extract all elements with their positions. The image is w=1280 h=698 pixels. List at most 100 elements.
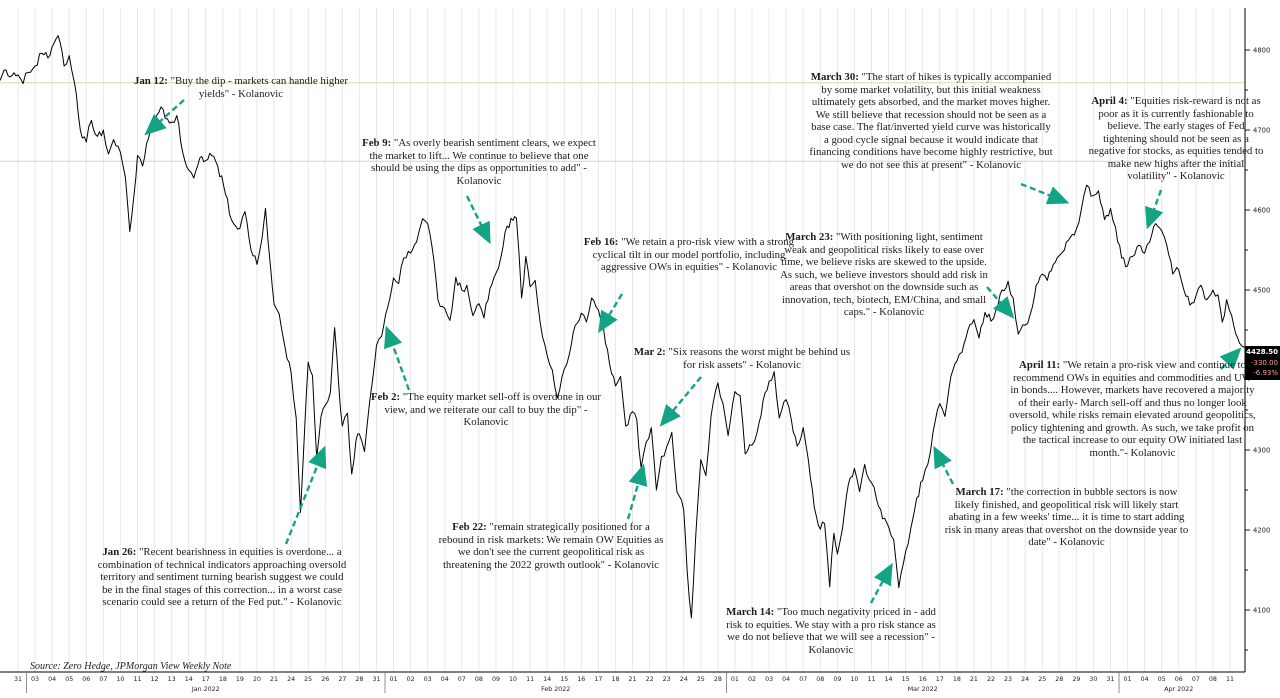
x-day-label: 09 (492, 676, 500, 683)
last-price-percent: -6.93% (1253, 369, 1278, 377)
x-day-label: 28 (714, 676, 722, 683)
x-day-label: 24 (1021, 676, 1029, 683)
y-tick-label: 4700 (1253, 126, 1270, 134)
x-day-label: 10 (850, 676, 858, 683)
x-day-label: 07 (799, 676, 807, 683)
x-day-label: 04 (48, 676, 56, 683)
x-day-label: 23 (663, 676, 671, 683)
last-price-label: 4428.50 -330.00 -6.93% (1245, 346, 1280, 380)
annotation-arrow-apr11 (1219, 347, 1242, 370)
x-day-label: 01 (1124, 676, 1132, 683)
x-day-label: 01 (731, 676, 739, 683)
x-day-label: 12 (151, 676, 159, 683)
x-day-label: 08 (1209, 676, 1217, 683)
x-day-label: 04 (1141, 676, 1149, 683)
annotation-arrow-apr4 (1145, 189, 1164, 230)
x-day-label: 04 (441, 676, 449, 683)
x-day-label: 19 (236, 676, 244, 683)
x-day-label: 05 (1158, 676, 1166, 683)
x-day-label: 15 (560, 676, 568, 683)
x-day-label: 23 (1004, 676, 1012, 683)
annotation-arrow-mar17 (933, 445, 955, 485)
x-day-label: 24 (680, 676, 688, 683)
annotation-arrow-feb2 (384, 325, 411, 391)
source-note: Source: Zero Hedge, JPMorgan View Weekly… (30, 661, 232, 672)
x-day-label: 29 (1072, 676, 1080, 683)
x-day-label: 06 (82, 676, 90, 683)
x-month-label: Feb 2022 (541, 686, 570, 693)
x-day-label: 10 (509, 676, 517, 683)
x-day-label: 11 (133, 676, 141, 683)
x-day-label: 03 (765, 676, 773, 683)
x-day-label: 02 (407, 676, 415, 683)
last-price-value: 4428.50 (1246, 348, 1278, 356)
x-day-label: 02 (748, 676, 756, 683)
annotation-arrow-jan12 (144, 99, 185, 136)
x-day-label: 17 (202, 676, 210, 683)
y-tick-label: 4200 (1253, 526, 1270, 534)
x-day-label: 15 (902, 676, 910, 683)
x-day-label: 05 (65, 676, 73, 683)
x-day-label: 31 (372, 676, 380, 683)
x-day-label: 16 (577, 676, 585, 683)
price-line (0, 35, 1244, 619)
x-day-label: 17 (594, 676, 602, 683)
last-price-change: -330.00 (1250, 358, 1278, 367)
x-day-label: 17 (936, 676, 944, 683)
x-day-label: 10 (116, 676, 124, 683)
x-day-label: 18 (953, 676, 961, 683)
annotation-arrow-mar2 (659, 376, 702, 427)
x-day-label: 31 (1106, 676, 1114, 683)
y-tick-label: 4800 (1253, 46, 1270, 54)
x-day-label: 06 (1175, 676, 1183, 683)
x-month-label: Apr 2022 (1164, 686, 1193, 693)
x-day-label: 14 (885, 676, 893, 683)
x-day-label: 11 (867, 676, 875, 683)
x-day-label: 07 (458, 676, 466, 683)
y-tick-label: 4300 (1253, 446, 1270, 454)
annotation-arrow-mar30 (1020, 182, 1070, 205)
x-day-label: 21 (270, 676, 278, 683)
y-tick-label: 4500 (1253, 286, 1270, 294)
x-day-label: 22 (646, 676, 654, 683)
x-day-label: 18 (611, 676, 619, 683)
x-day-label: 28 (355, 676, 363, 683)
y-tick-label: 4600 (1253, 206, 1270, 214)
x-day-label: 09 (833, 676, 841, 683)
x-day-label: 25 (1038, 676, 1046, 683)
x-day-label: 21 (970, 676, 978, 683)
x-day-label: 26 (321, 676, 329, 683)
annotation-arrow-feb16 (598, 293, 624, 334)
x-day-label: 14 (185, 676, 193, 683)
day-gridlines (17, 8, 1231, 672)
x-day-label: 13 (168, 676, 176, 683)
y-tick-label: 4100 (1253, 606, 1270, 614)
x-day-label: 28 (1055, 676, 1063, 683)
x-day-label: 22 (987, 676, 995, 683)
x-day-label: 25 (697, 676, 705, 683)
x-day-label: 03 (424, 676, 432, 683)
x-day-label: 16 (919, 676, 927, 683)
x-day-label: 24 (287, 676, 295, 683)
annotation-arrow-mar23 (986, 286, 1015, 319)
x-day-label: 20 (253, 676, 261, 683)
x-day-label: 08 (475, 676, 483, 683)
x-day-label: 04 (782, 676, 790, 683)
x-day-label: 27 (338, 676, 346, 683)
x-day-label: 30 (1089, 676, 1097, 683)
x-axis-labels: 31 03 04 05 06 07 10 11 12 13 14 17 18 19 20 21 24 25 26 27… (14, 672, 1234, 693)
annotation-arrow-feb9 (465, 195, 491, 245)
annotation-arrow-feb22 (626, 463, 648, 520)
x-month-label: Mar 2022 (908, 686, 938, 693)
x-month-label: Jan 2022 (191, 686, 220, 693)
reference-lines (0, 82, 1245, 162)
x-day-label: 11 (526, 676, 534, 683)
x-day-label: 07 (99, 676, 107, 683)
annotation-arrow-jan26 (284, 445, 327, 545)
x-day-label: 11 (1226, 676, 1234, 683)
x-day-label: 01 (390, 676, 398, 683)
x-day-label: 03 (31, 676, 39, 683)
x-day-label: 31 (14, 676, 22, 683)
